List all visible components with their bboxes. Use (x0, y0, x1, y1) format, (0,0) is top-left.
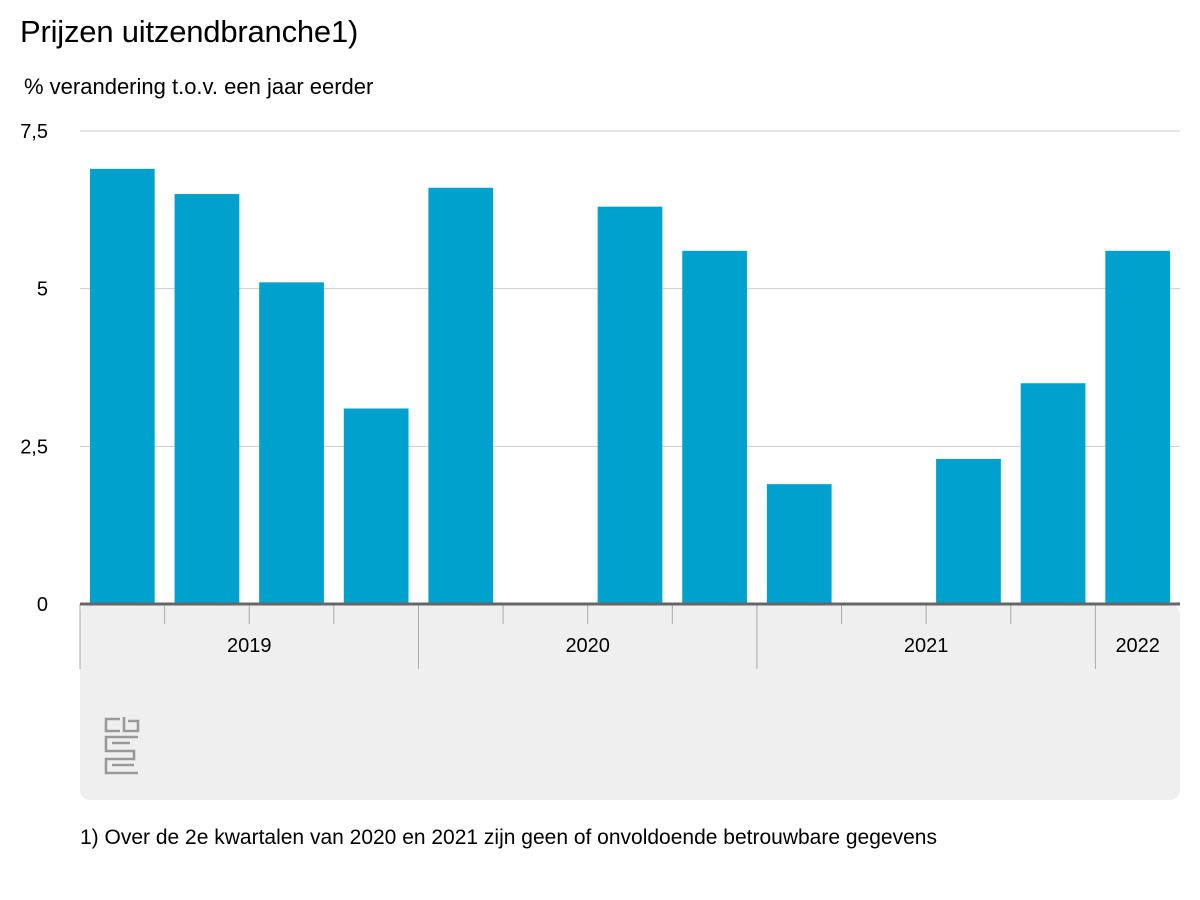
x-tick-label-year: 2022 (1115, 635, 1160, 657)
bar (597, 206, 663, 604)
cbs-logo-icon (104, 717, 140, 775)
bar (259, 282, 324, 604)
y-axis-ticks: 0 2,5 5 7,5 (20, 121, 48, 616)
bar (89, 168, 155, 604)
y-tick-label: 2,5 (20, 436, 48, 458)
bar (1105, 250, 1171, 604)
bar (1020, 383, 1086, 604)
bar (428, 187, 494, 604)
chart-title: Prijzen uitzendbranche1) (20, 14, 359, 49)
y-tick-label: 0 (37, 594, 48, 616)
chart-footnote: 1) Over de 2e kwartalen van 2020 en 2021… (80, 826, 937, 849)
x-tick-label-year: 2020 (565, 635, 610, 657)
bar-chart: 0 2,5 5 7,5 2019 2020 2021 2022 (20, 121, 1180, 800)
y-tick-label: 5 (37, 279, 48, 301)
y-tick-label: 7,5 (20, 121, 48, 143)
bar (343, 408, 409, 604)
chart-subtitle: % verandering t.o.v. een jaar eerder (24, 74, 374, 99)
bar (682, 250, 747, 604)
x-axis-ticks: 2019 2020 2021 2022 (79, 604, 1160, 669)
bars (89, 168, 1171, 605)
x-axis-panel (80, 604, 1180, 800)
x-tick-label-year: 2021 (904, 635, 949, 657)
bar (766, 484, 832, 604)
bar (174, 194, 240, 605)
x-tick-label-year: 2019 (227, 635, 272, 657)
bar (936, 458, 1001, 604)
